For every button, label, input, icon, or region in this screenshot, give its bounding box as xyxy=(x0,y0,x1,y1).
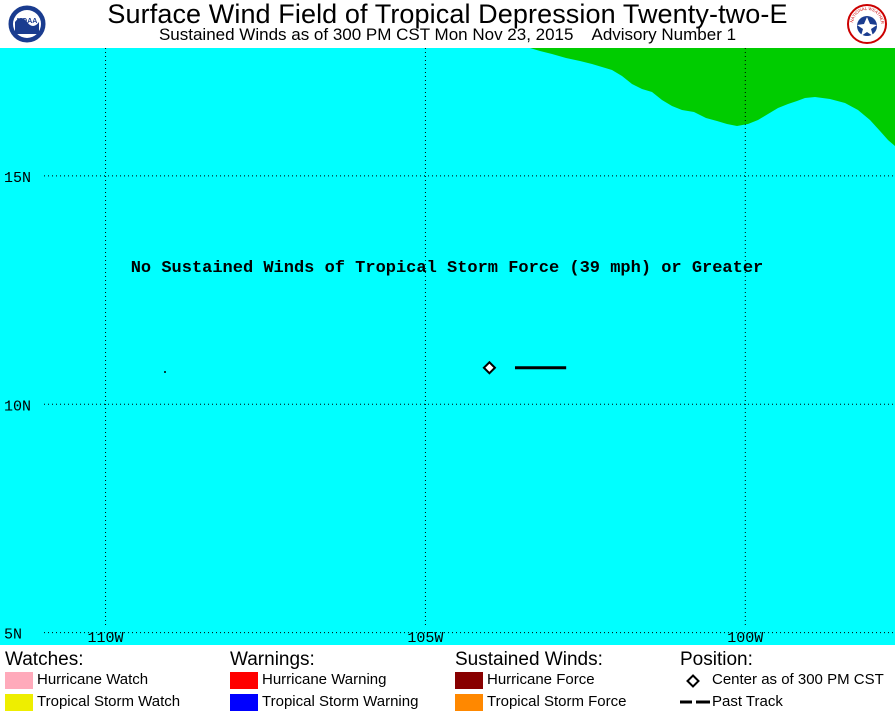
advisory-time: Sustained Winds as of 300 PM CST Mon Nov… xyxy=(158,25,574,44)
longitude-labels: 110W105W100W95W xyxy=(88,630,764,645)
tropical-storm-watch-label: Tropical Storm Watch xyxy=(37,693,181,710)
watches-heading: Watches: xyxy=(5,649,84,670)
nws-logo: NATIONAL WEATHER SERVICE xyxy=(845,0,887,44)
no-tropical-storm-winds-message: No Sustained Winds of Tropical Storm For… xyxy=(131,259,764,278)
mexico-coastline xyxy=(530,48,895,146)
latitude-label: 10N xyxy=(4,398,31,415)
longitude-label: 110W xyxy=(88,630,124,645)
longitude-label: 100W xyxy=(727,630,763,645)
center-label: Center as of 300 PM CST xyxy=(712,671,884,688)
sustained-winds-heading: Sustained Winds: xyxy=(455,649,603,670)
latitude-label: 5N xyxy=(4,627,22,644)
longitude-label: 105W xyxy=(407,630,443,645)
hurricane-watch-swatch xyxy=(5,672,33,689)
noaa-logo-text: NOAA xyxy=(17,18,38,25)
tropical-storm-force-label: Tropical Storm Force xyxy=(487,693,627,710)
tropical-storm-warning-swatch xyxy=(230,694,258,711)
warnings-heading: Warnings: xyxy=(230,649,315,670)
hurricane-warning-label: Hurricane Warning xyxy=(262,671,387,688)
page-subtitle: Sustained Winds as of 300 PM CST Mon Nov… xyxy=(0,25,895,45)
legend: Watches: Hurricane Watch Tropical Storm … xyxy=(0,645,895,716)
storm-center-marker xyxy=(482,360,497,375)
tropical-storm-watch-swatch xyxy=(5,694,33,711)
past-track-label: Past Track xyxy=(712,693,783,710)
page-title: Surface Wind Field of Tropical Depressio… xyxy=(107,0,788,29)
advisory-number: Advisory Number 1 xyxy=(591,25,737,44)
tropical-storm-force-swatch xyxy=(455,694,483,711)
tropical-storm-warning-label: Tropical Storm Warning xyxy=(262,693,419,710)
latitude-labels: 15N 10N 5N xyxy=(4,170,31,644)
past-track-dash-icon xyxy=(680,700,710,704)
graticule xyxy=(44,48,895,634)
center-diamond-icon xyxy=(686,674,700,688)
latitude-label: 15N xyxy=(4,170,31,187)
hurricane-force-swatch xyxy=(455,672,483,689)
hurricane-watch-label: Hurricane Watch xyxy=(37,671,149,688)
position-heading: Position: xyxy=(680,649,753,670)
noaa-logo: NOAA xyxy=(7,4,47,44)
hurricane-warning-swatch xyxy=(230,672,258,689)
ocean xyxy=(0,48,895,645)
header: NOAA Surface Wind Field of Tropical Depr… xyxy=(0,0,895,48)
hurricane-force-label: Hurricane Force xyxy=(487,671,595,688)
small-island xyxy=(164,371,166,373)
